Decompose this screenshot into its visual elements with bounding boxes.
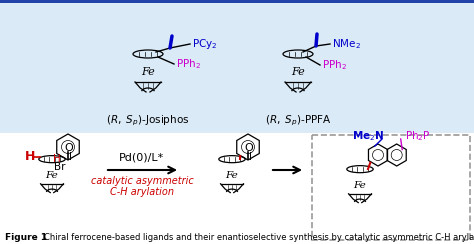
Text: Ph$_2$P: Ph$_2$P — [405, 129, 430, 143]
Text: O: O — [64, 143, 73, 153]
Text: $(R,\ S_p)$-Josiphos: $(R,\ S_p)$-Josiphos — [106, 114, 190, 128]
Text: PPh$_2$: PPh$_2$ — [176, 57, 201, 71]
Bar — [0, 3, 474, 133]
Text: O: O — [245, 143, 254, 153]
Bar — [0, 0, 474, 3]
Text: Fe: Fe — [46, 171, 58, 180]
Text: Fe: Fe — [291, 67, 305, 77]
Text: Me$_2$N: Me$_2$N — [352, 129, 384, 143]
Text: H: H — [53, 154, 61, 164]
Text: C-H arylation: C-H arylation — [110, 187, 174, 197]
Text: Fe: Fe — [226, 171, 238, 180]
Text: H: H — [25, 151, 35, 163]
Text: catalytic asymmetric: catalytic asymmetric — [91, 176, 193, 186]
Text: NMe$_2$: NMe$_2$ — [332, 37, 361, 51]
Text: Fe: Fe — [141, 67, 155, 77]
Text: $(R,\ S_p)$-PPFA: $(R,\ S_p)$-PPFA — [264, 114, 331, 128]
Text: PPh$_2$: PPh$_2$ — [322, 58, 347, 72]
Text: Chiral ferrocene-based ligands and their enantioselective synthesis by catalytic: Chiral ferrocene-based ligands and their… — [44, 234, 474, 243]
Bar — [312, 135, 470, 240]
Text: PCy$_2$: PCy$_2$ — [192, 37, 218, 51]
Text: Fe: Fe — [354, 181, 366, 190]
Bar — [0, 133, 474, 244]
Text: Pd(0)/L*: Pd(0)/L* — [119, 152, 164, 162]
Text: Figure 1: Figure 1 — [5, 234, 47, 243]
Text: Br: Br — [54, 162, 65, 172]
